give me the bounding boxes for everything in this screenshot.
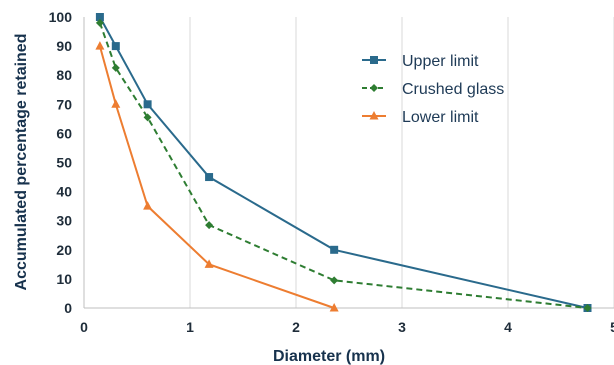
x-tick-label: 0 (80, 319, 88, 335)
y-tick-label: 20 (56, 242, 72, 258)
legend-label: Crushed glass (402, 81, 504, 98)
x-tick-label: 4 (504, 319, 512, 335)
y-axis-title: Accumulated percentage retained (13, 34, 30, 291)
y-tick-label: 10 (56, 271, 72, 287)
data-point-crushed-glass (111, 63, 120, 72)
series-crushed-glass (95, 18, 592, 312)
data-point-lower-limit (143, 201, 153, 210)
legend-entry-crushed-glass: Crushed glass (362, 81, 504, 98)
data-point-upper-limit (330, 245, 339, 254)
y-tick-label: 40 (56, 184, 72, 200)
data-point-upper-limit (95, 13, 104, 21)
tick-labels: 0123450102030405060708090100 (49, 9, 614, 335)
x-tick-label: 2 (292, 319, 300, 335)
series-line-crushed-glass (98, 22, 588, 309)
y-tick-label: 0 (64, 300, 72, 316)
x-tick-label: 3 (398, 319, 406, 335)
legend-marker (370, 56, 378, 64)
data-point-crushed-glass (330, 276, 339, 285)
series-line-upper-limit (99, 16, 588, 309)
legend-marker (370, 84, 378, 92)
y-tick-label: 90 (56, 38, 72, 54)
data-point-lower-limit (111, 99, 121, 108)
series (95, 13, 592, 312)
data-point-crushed-glass (95, 18, 104, 27)
legend-entry-upper-limit: Upper limit (362, 53, 479, 70)
y-tick-label: 70 (56, 96, 72, 112)
y-tick-label: 60 (56, 125, 72, 141)
legend: Upper limit Crushed glass Lower limit (362, 53, 504, 126)
y-tick-label: 80 (56, 67, 72, 83)
data-point-crushed-glass (205, 221, 214, 230)
data-point-lower-limit (95, 41, 105, 50)
data-point-upper-limit (111, 42, 120, 51)
data-point-crushed-glass (583, 304, 592, 312)
data-point-upper-limit (143, 100, 152, 109)
legend-marker (369, 111, 379, 120)
legend-label: Lower limit (402, 109, 479, 126)
y-tick-label: 50 (56, 155, 72, 171)
series-upper-limit (95, 13, 592, 312)
data-point-crushed-glass (143, 113, 152, 122)
axes (83, 17, 614, 309)
data-point-upper-limit (205, 173, 214, 182)
x-tick-label: 1 (186, 319, 194, 335)
data-point-lower-limit (204, 259, 214, 268)
legend-label: Upper limit (402, 53, 479, 70)
x-axis-title: Diameter (mm) (273, 348, 385, 365)
x-tick-label: 5 (610, 319, 614, 335)
series-line-lower-limit (98, 45, 335, 309)
legend-entry-lower-limit: Lower limit (362, 109, 479, 126)
data-point-lower-limit (329, 303, 339, 312)
y-tick-label: 100 (49, 9, 73, 25)
series-lower-limit (95, 41, 339, 312)
y-tick-label: 30 (56, 213, 72, 229)
grid (189, 17, 614, 308)
